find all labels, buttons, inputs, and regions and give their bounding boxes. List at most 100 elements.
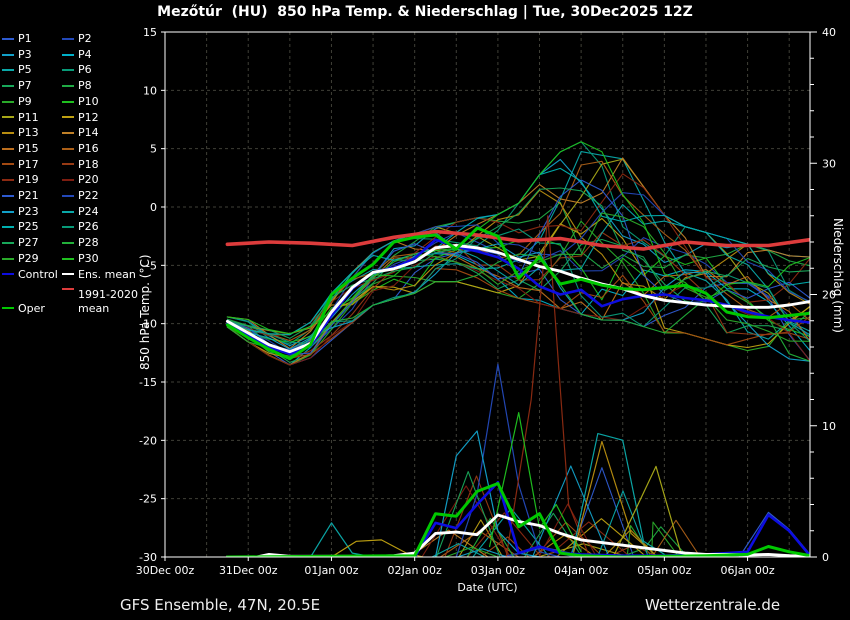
legend-item-p27: P27 [2,235,62,251]
legend-swatch [2,307,14,310]
left-axis-tick-label: -10 [139,318,157,331]
control-precip-line [226,480,810,557]
legend-item-p22: P22 [62,188,157,204]
legend-label: P23 [18,204,39,218]
legend-item-p3: P3 [2,47,62,63]
precip-member-p11 [226,543,810,557]
right-axis-tick-label: 20 [822,289,836,302]
legend-row: P27 P28 [2,235,157,251]
legend-label: P1 [18,32,32,45]
legend-label: P24 [78,204,99,218]
temp-member-p27 [226,187,810,339]
legend-swatch [62,116,74,119]
legend-item-p29: P29 [2,251,62,267]
legend-swatch [2,210,14,213]
left-axis-tick-label: -30 [139,551,157,564]
precip-spike-1 [505,215,591,557]
legend-label: P5 [18,63,32,77]
left-axis-tick-label: -5 [146,259,157,272]
legend-swatch [62,53,74,56]
legend-label: P11 [18,110,39,124]
legend-label: P2 [78,32,92,45]
legend-label: P22 [78,189,99,203]
left-axis-tick-label: -15 [139,376,157,389]
legend-label: P18 [78,157,99,171]
legend-label: P10 [78,94,99,108]
legend-item-p23: P23 [2,204,62,220]
legend-label: P16 [78,141,99,155]
legend-label: P3 [18,47,32,61]
legend-row-oper-climate: Oper 1991-2020 mean [2,288,157,316]
right-axis-tick-label: 0 [822,551,829,564]
legend-item-p28: P28 [62,235,157,251]
legend-row-control-mean: Control Ens. mean [2,267,157,283]
legend-row: P15 P16 [2,141,157,157]
legend-swatch [2,132,14,135]
legend-label: P30 [78,251,99,265]
legend-item-p9: P9 [2,94,62,110]
legend-swatch [62,147,74,150]
legend-item-p4: P4 [62,47,157,63]
legend-item-p17: P17 [2,157,62,173]
legend-swatch [62,179,74,182]
legend-swatch [2,53,14,56]
legend-label: P4 [78,47,92,61]
left-axis-tick-label: -20 [139,434,157,447]
temp-member-p30 [226,141,810,335]
legend-swatch [62,163,74,166]
x-axis-tick-label: 06Jan 00z [720,564,774,577]
legend-row: P3 P4 [2,47,157,63]
legend-item-p12: P12 [62,110,157,126]
precip-spike-0 [455,363,561,557]
x-axis-tick-label: 05Jan 00z [637,564,691,577]
legend-swatch [2,37,14,40]
legend-label: P8 [78,79,92,93]
legend-item-p1: P1 [2,31,62,47]
legend-row: P25 P26 [2,219,157,235]
legend-swatch [2,100,14,103]
precip-member-p28 [226,517,810,557]
legend-label: P27 [18,236,39,250]
x-axis-tick-label: 03Jan 00z [471,564,525,577]
legend-item-p21: P21 [2,188,62,204]
legend-item-p8: P8 [62,78,157,94]
right-axis-tick-label: 40 [822,26,836,39]
legend-swatch [62,69,74,72]
legend-label: P9 [18,94,32,108]
legend-label: P17 [18,157,39,171]
precip-spike-2 [310,522,374,557]
precip-spike-6 [572,440,657,557]
legend-item-p5: P5 [2,62,62,78]
climate-mean-temp-line [225,229,810,251]
legend-swatch [62,37,74,40]
legend-item-p6: P6 [62,62,157,78]
precip-member-p29 [226,546,810,557]
legend-row: P19 P20 [2,172,157,188]
legend-row: P9 P10 [2,94,157,110]
legend-item-p19: P19 [2,172,62,188]
legend-label: Control [18,267,58,281]
legend-swatch [62,257,74,260]
ensemble-mean-temp-line [225,244,810,354]
temp-member-p21 [226,179,810,356]
legend-swatch [62,273,74,276]
legend-item-1991-2020-mean: 1991-2020 mean [62,288,157,316]
left-axis-tick-label: 0 [150,201,157,214]
legend-item-p10: P10 [62,94,157,110]
legend-row: P1 P2 [2,31,157,47]
legend-swatch [62,226,74,229]
precip-member-p27 [226,471,810,557]
precip-spike-4 [434,430,541,557]
oper-precip-line [225,482,810,557]
oper-temp-line [225,226,810,361]
footer-model-info: GFS Ensemble, 47N, 20.5E [120,596,321,614]
legend-label: P19 [18,173,39,187]
legend-row: P7 P8 [2,78,157,94]
legend-item-p11: P11 [2,110,62,126]
legend-label: P21 [18,189,39,203]
legend-label: Oper [18,301,45,315]
legend-swatch [62,241,74,244]
left-axis-tick-label: -25 [139,493,157,506]
legend-label: P7 [18,79,32,93]
